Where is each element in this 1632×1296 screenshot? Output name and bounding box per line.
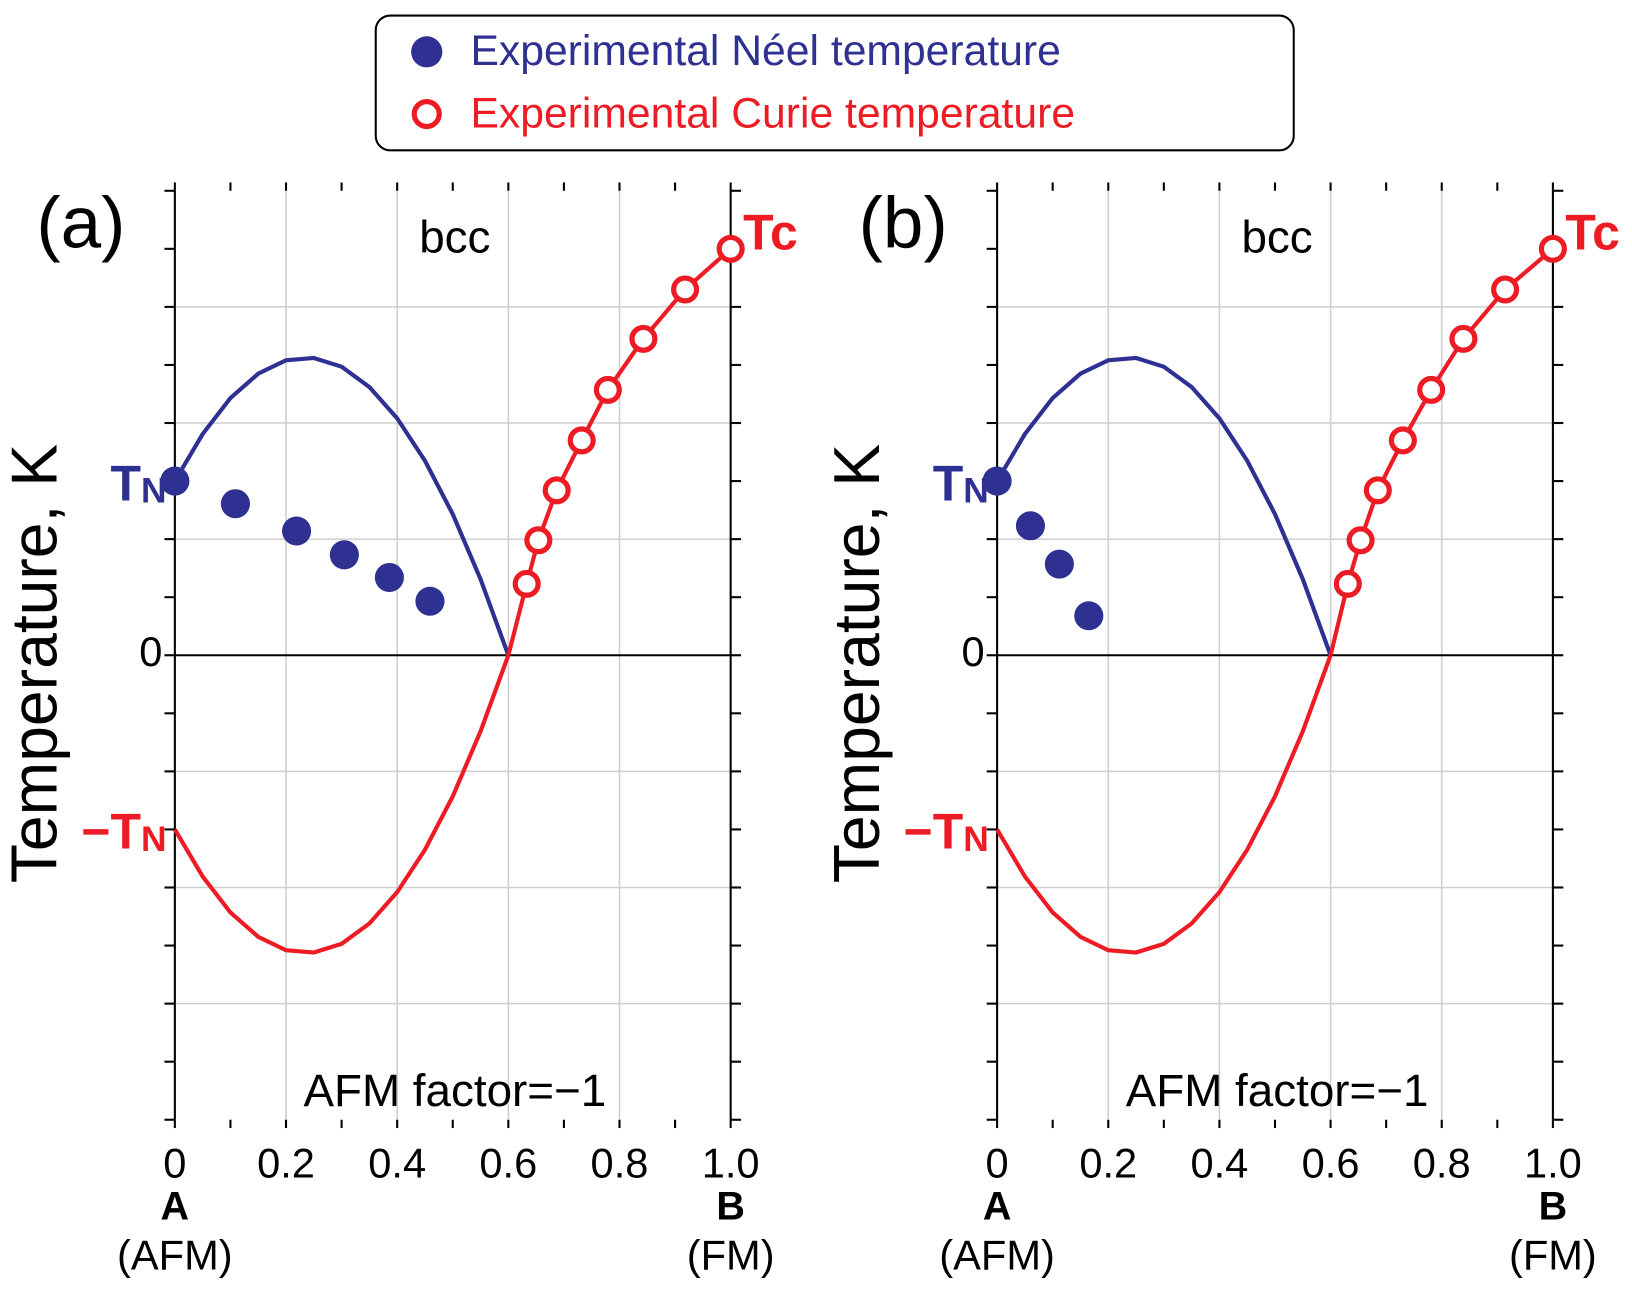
x-tick-label: 0.4 <box>368 1139 426 1186</box>
x-tick-label: 0 <box>163 1139 186 1186</box>
x-end-label: A <box>161 1184 190 1228</box>
neel-point <box>1015 511 1046 541</box>
x-tick-label: 0.6 <box>479 1139 537 1186</box>
curie-point <box>1388 426 1417 455</box>
level-label-main: Tc <box>743 205 798 261</box>
x-end-sublabel: (AFM) <box>939 1232 1055 1279</box>
level-label: −TN <box>81 804 166 860</box>
curve <box>173 355 511 656</box>
curve <box>995 654 1333 955</box>
x-end-label: A <box>983 1184 1012 1228</box>
x-end-sublabel: (AFM) <box>117 1232 233 1279</box>
curie-point <box>716 234 745 263</box>
curie-point <box>542 476 571 505</box>
neel-point <box>220 489 251 519</box>
neel-point <box>1074 601 1104 631</box>
curie-point <box>1333 569 1362 598</box>
curie-point <box>1417 375 1446 404</box>
neel-point <box>1044 549 1074 579</box>
curie-point <box>1538 234 1567 263</box>
level-label: Tc <box>743 205 798 261</box>
legend-label: Experimental Néel temperature <box>470 27 1060 75</box>
level-label: Tc <box>1565 205 1620 261</box>
x-tick-label: 0.8 <box>1413 1139 1471 1186</box>
neel-point <box>415 586 445 616</box>
level-label: −TN <box>904 804 989 860</box>
curie-point <box>524 526 553 555</box>
x-tick-label: 0.6 <box>1302 1139 1360 1186</box>
legend-marker <box>411 36 443 68</box>
y-axis-title: Temperature, K <box>821 444 893 883</box>
level-label-main: −T <box>904 804 964 860</box>
level-label-main: Tc <box>1565 205 1620 261</box>
neel-point <box>374 562 404 592</box>
curie-point <box>567 426 596 455</box>
curve <box>173 654 511 955</box>
curie-point <box>1363 476 1392 505</box>
level-label-sub: N <box>141 472 167 511</box>
x-end-sublabel: (FM) <box>1509 1232 1597 1279</box>
x-end-sublabel: (FM) <box>687 1232 775 1279</box>
level-label-sub: N <box>963 820 989 859</box>
neel-point <box>329 540 359 570</box>
y-axis-title: Temperature, K <box>0 444 71 883</box>
x-tick-label: 0.4 <box>1190 1139 1248 1186</box>
neel-point <box>282 516 312 546</box>
note: AFM factor=−1 <box>303 1065 606 1116</box>
legend-marker <box>411 99 442 130</box>
legend-box <box>374 14 1295 152</box>
level-label-main: −T <box>81 804 141 860</box>
x-end-label: B <box>716 1184 745 1228</box>
level-label-main: T <box>110 456 141 512</box>
x-tick-label: 0.8 <box>591 1139 649 1186</box>
curie-point <box>629 324 658 353</box>
curie-point <box>1346 526 1375 555</box>
neel-point <box>982 466 1012 496</box>
curie-point <box>1491 275 1520 304</box>
y-tick-label: 0 <box>961 628 984 675</box>
note: AFM factor=−1 <box>1126 1065 1429 1116</box>
legend-label: Experimental Curie temperature <box>470 89 1075 137</box>
level-label: TN <box>933 456 989 512</box>
x-tick-label: 0.2 <box>1079 1139 1137 1186</box>
y-tick-label: 0 <box>139 628 162 675</box>
level-label-sub: N <box>963 472 989 511</box>
level-label-sub: N <box>141 820 167 859</box>
level-label: TN <box>110 456 166 512</box>
curie-point <box>512 569 541 598</box>
annotation: bcc <box>1241 212 1312 263</box>
x-tick-label: 1.0 <box>1524 1139 1582 1186</box>
curie-point <box>671 275 700 304</box>
x-tick-label: 0 <box>986 1139 1009 1186</box>
annotation: bcc <box>419 212 490 263</box>
neel-point <box>160 466 190 496</box>
panel-label: (b) <box>859 182 948 263</box>
curie-point <box>593 375 622 404</box>
x-tick-label: 1.0 <box>702 1139 760 1186</box>
panel-label: (a) <box>36 182 125 263</box>
level-label-main: T <box>933 456 964 512</box>
x-tick-label: 0.2 <box>257 1139 315 1186</box>
curve <box>995 355 1333 656</box>
curie-point <box>1449 324 1478 353</box>
x-end-label: B <box>1539 1184 1568 1228</box>
